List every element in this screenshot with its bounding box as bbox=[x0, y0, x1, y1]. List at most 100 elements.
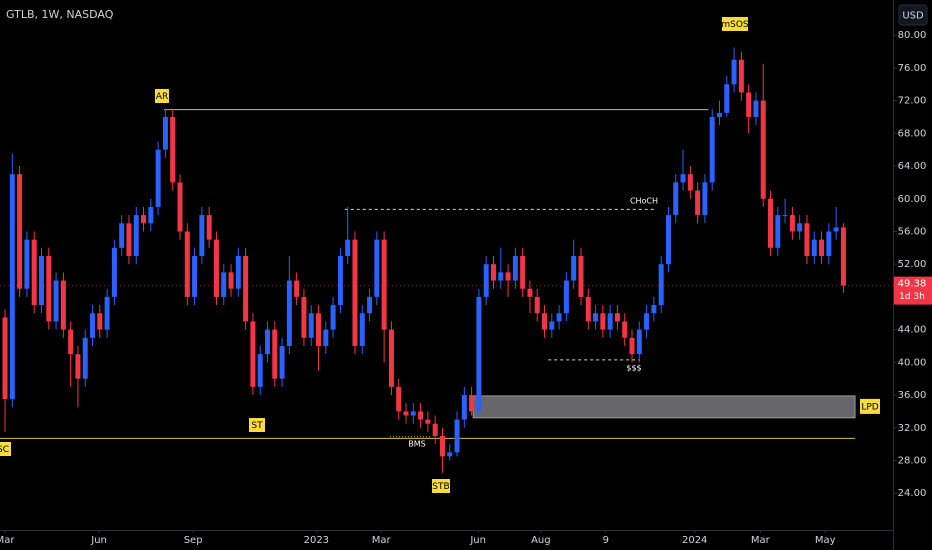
candle-body bbox=[461, 395, 467, 420]
candle-body bbox=[432, 423, 438, 436]
candle-body bbox=[607, 313, 613, 330]
candle-body bbox=[345, 239, 351, 257]
candle-body bbox=[2, 317, 8, 400]
candle-body bbox=[316, 313, 322, 346]
candle-body bbox=[213, 239, 219, 297]
candle-body bbox=[833, 227, 839, 232]
candle-body bbox=[17, 174, 23, 289]
candle-body bbox=[746, 92, 752, 117]
candle-body bbox=[789, 215, 795, 232]
currency[interactable]: USD bbox=[902, 11, 924, 22]
candle-body bbox=[90, 313, 96, 338]
candle-body bbox=[170, 116, 176, 183]
candle-body bbox=[119, 223, 125, 248]
candle-body bbox=[396, 386, 402, 412]
label: ST bbox=[251, 421, 263, 431]
y-tick-label: 56.00 bbox=[898, 226, 927, 237]
candle-body bbox=[644, 313, 650, 330]
x-tick-label: Mar bbox=[372, 535, 392, 546]
y-tick-label: 52.00 bbox=[898, 259, 927, 270]
candle-body bbox=[199, 215, 205, 257]
y-tick-label: 40.00 bbox=[898, 357, 927, 368]
x-tick-label: 9 bbox=[603, 535, 609, 546]
y-tick-label: 44.00 bbox=[898, 325, 927, 336]
candle-body bbox=[716, 112, 722, 117]
candle-body bbox=[563, 280, 569, 314]
candle-body bbox=[97, 313, 103, 330]
candle-body bbox=[512, 256, 518, 281]
level-label: $$$ bbox=[626, 364, 641, 373]
candle-body bbox=[425, 419, 431, 424]
candle-body bbox=[651, 305, 657, 314]
candle-body bbox=[410, 411, 416, 416]
candle-body bbox=[454, 419, 460, 453]
candle-body bbox=[534, 296, 540, 314]
candle-body bbox=[505, 272, 511, 281]
candle-body bbox=[629, 337, 635, 355]
y-tick-label: 76.00 bbox=[898, 63, 927, 74]
candle-body bbox=[294, 280, 300, 297]
zone-label: LPD bbox=[861, 402, 878, 412]
x-tick-label: May bbox=[815, 535, 836, 546]
candle-body bbox=[184, 231, 190, 297]
candle-body bbox=[53, 280, 59, 322]
countdown: 1d 3h bbox=[899, 292, 925, 302]
candle-body bbox=[257, 354, 263, 387]
currency-button[interactable] bbox=[898, 4, 928, 26]
candle-body bbox=[687, 174, 693, 191]
candle-body bbox=[60, 280, 66, 330]
y-tick-label: 64.00 bbox=[898, 161, 927, 172]
candle-body bbox=[673, 182, 679, 216]
candle-body bbox=[359, 313, 365, 346]
candle-body bbox=[301, 296, 307, 338]
candle-body bbox=[104, 296, 110, 330]
y-tick-label: 32.00 bbox=[898, 423, 927, 434]
candle-body bbox=[330, 305, 336, 330]
x-tick-label: 2024 bbox=[682, 535, 707, 546]
zone bbox=[472, 395, 856, 419]
label-box bbox=[249, 418, 265, 432]
candle-body bbox=[804, 223, 810, 257]
candle-body bbox=[527, 288, 533, 297]
y-tick-label: 28.00 bbox=[898, 455, 927, 466]
candle-body bbox=[250, 321, 256, 387]
candle-body bbox=[126, 223, 132, 257]
label-box bbox=[155, 89, 169, 103]
x-tick-label: Mar bbox=[751, 535, 771, 546]
candle-body bbox=[571, 256, 577, 281]
y-tick-label: 68.00 bbox=[898, 128, 927, 139]
x-tick-label: Aug bbox=[531, 535, 551, 546]
candle-body bbox=[819, 239, 825, 257]
last-price-box bbox=[894, 276, 932, 305]
candle-body bbox=[811, 239, 817, 257]
candle-body bbox=[797, 223, 803, 232]
candle-body bbox=[279, 345, 285, 379]
y-tick-label: 60.00 bbox=[898, 194, 927, 205]
candle-body bbox=[549, 321, 555, 330]
label-box bbox=[432, 479, 450, 493]
candle-body bbox=[75, 354, 81, 379]
candle-body bbox=[483, 264, 489, 297]
x-tick-label: 2023 bbox=[304, 535, 329, 546]
candle-body bbox=[264, 329, 270, 355]
candle-body bbox=[760, 100, 766, 199]
candle-body bbox=[286, 280, 292, 346]
y-tick-label: 80.00 bbox=[898, 30, 927, 41]
label: STB bbox=[432, 482, 449, 492]
candle-body bbox=[111, 247, 117, 297]
candle-body bbox=[498, 272, 504, 281]
candle-body bbox=[9, 174, 15, 400]
candle-body bbox=[826, 231, 832, 257]
candle-body bbox=[206, 215, 212, 240]
y-tick-label: 36.00 bbox=[898, 390, 927, 401]
candle-body bbox=[636, 329, 642, 355]
label: SC bbox=[0, 445, 9, 455]
candle-body bbox=[228, 272, 234, 289]
candle-body bbox=[323, 329, 329, 346]
candle-body bbox=[388, 329, 394, 387]
candle-body bbox=[381, 239, 387, 330]
candle-body bbox=[177, 182, 183, 232]
